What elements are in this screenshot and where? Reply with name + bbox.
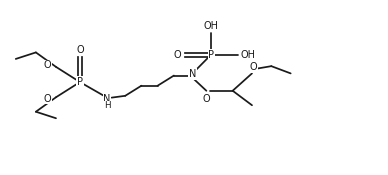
Text: OH: OH xyxy=(240,50,255,60)
Text: O: O xyxy=(250,62,257,72)
Text: P: P xyxy=(208,50,215,60)
Text: H: H xyxy=(104,102,110,110)
Text: O: O xyxy=(203,94,210,104)
Text: OH: OH xyxy=(204,21,219,31)
Text: O: O xyxy=(173,50,181,60)
Text: O: O xyxy=(44,94,51,104)
Text: N: N xyxy=(103,94,111,104)
Text: O: O xyxy=(76,44,84,55)
Text: O: O xyxy=(44,60,51,70)
Text: P: P xyxy=(77,77,83,87)
Text: N: N xyxy=(189,69,196,79)
